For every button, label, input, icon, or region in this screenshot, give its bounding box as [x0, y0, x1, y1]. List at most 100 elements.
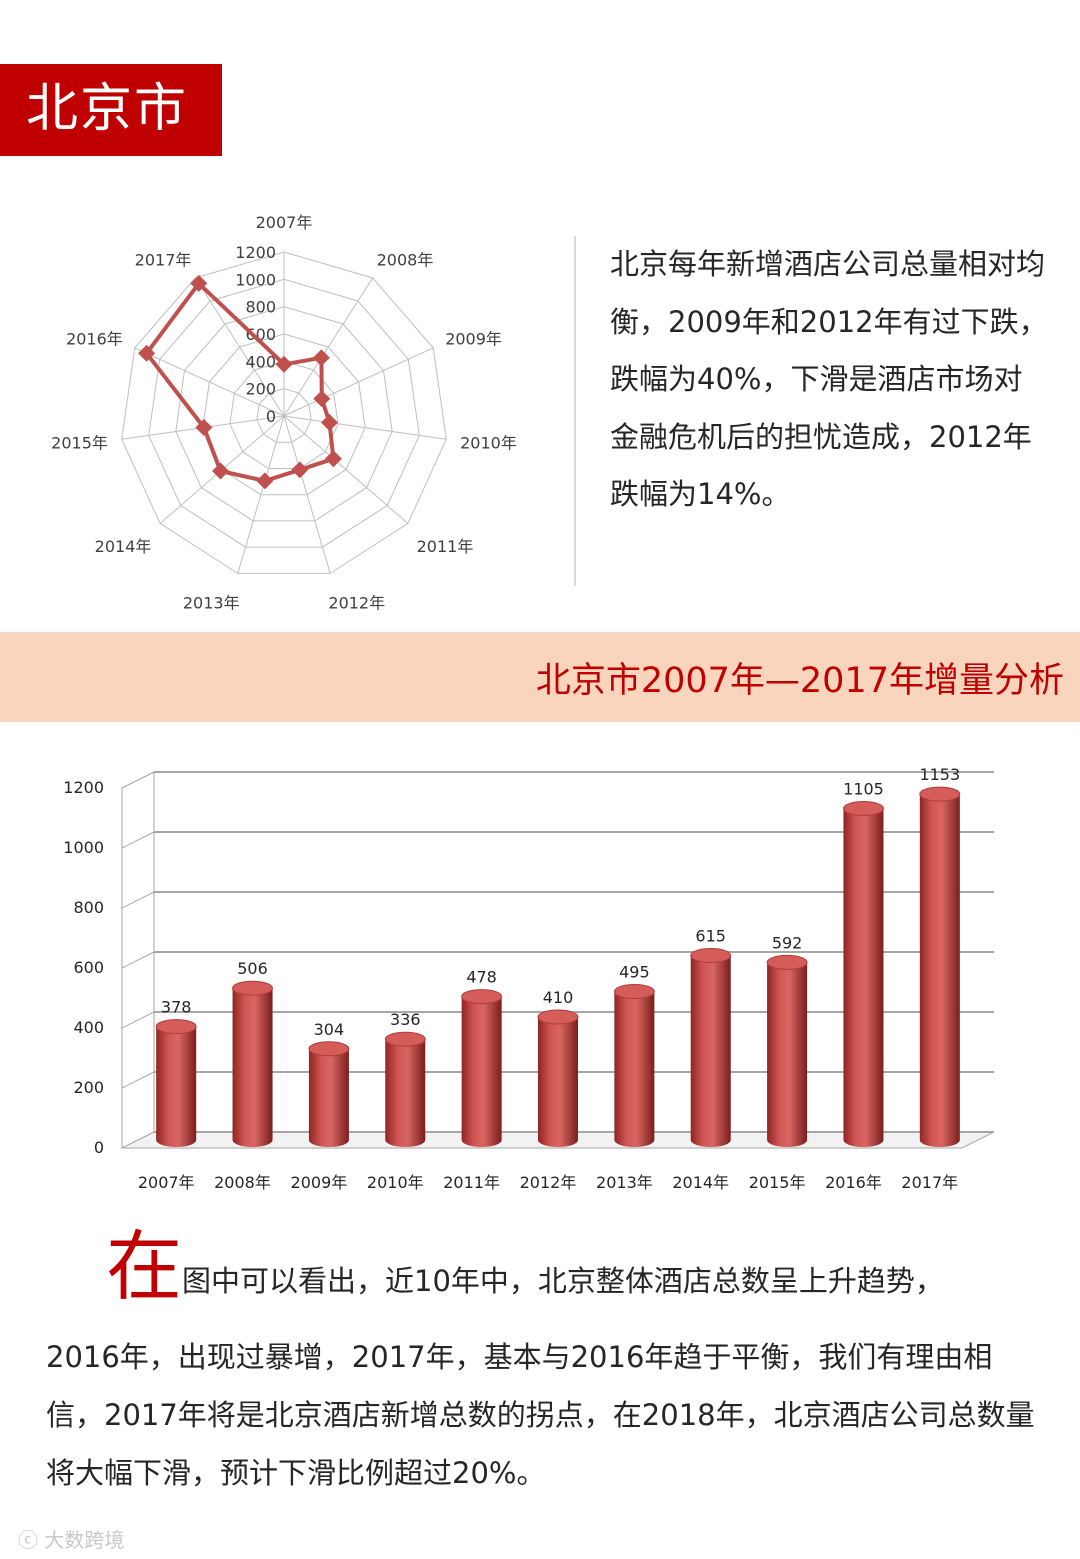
radar-spoke	[283, 277, 374, 417]
radar-tick-label: 400	[245, 352, 276, 371]
radar-point	[138, 344, 156, 362]
bar-data-label: 506	[237, 959, 268, 978]
bar-x-tick-label: 2013年	[596, 1173, 653, 1192]
bar-column	[690, 948, 732, 1147]
bar-data-label: 1153	[919, 765, 960, 784]
bar-column	[384, 1031, 426, 1147]
bar-column	[155, 1019, 197, 1147]
radar-point	[321, 414, 338, 431]
radar-spoke	[283, 415, 331, 574]
bar-top	[155, 1019, 197, 1035]
bar	[308, 1048, 349, 1147]
bar	[156, 1026, 197, 1147]
radar-tick-label: 1200	[235, 243, 276, 262]
radar-grid-ring	[175, 306, 393, 522]
summary-first-line: 图中可以看出，近10年中，北京整体酒店总数呈上升趋势，	[182, 1264, 944, 1298]
bar-x-tick-label: 2012年	[520, 1173, 577, 1192]
bar-data-label: 478	[466, 968, 497, 987]
radar-tick-label: 600	[245, 325, 276, 344]
bar-y-tick-label: 1200	[63, 778, 104, 797]
bar-data-label: 378	[161, 998, 192, 1017]
bar-y-tick-label: 600	[73, 958, 104, 977]
bar-data-label: 1105	[843, 780, 884, 799]
intro-paragraph: 北京每年新增酒店公司总量相对均衡，2009年和2012年有过下跌，跌幅为40%，…	[610, 247, 1048, 511]
bar-y-tick-label: 400	[73, 1018, 104, 1037]
bar-column	[843, 801, 884, 1147]
radar-grid-ring	[202, 333, 366, 496]
radar-point	[324, 450, 342, 468]
bar	[461, 996, 502, 1147]
radar-point	[291, 461, 309, 479]
radar-category-label: 2012年	[328, 594, 385, 611]
bar-data-label: 336	[390, 1010, 421, 1029]
watermark: ⓒ 大数跨境	[18, 1524, 124, 1553]
vertical-divider	[574, 236, 576, 586]
radar-category-label: 2010年	[460, 434, 517, 453]
radar-spoke	[283, 415, 409, 524]
bar-x-tick-label: 2009年	[291, 1173, 348, 1192]
bar	[767, 962, 808, 1147]
bar-grid-diagonal	[121, 891, 155, 909]
section-title: 北京市2007年—2017年增量分析	[535, 661, 1064, 701]
bar-column	[232, 980, 273, 1147]
bar-data-label: 615	[695, 927, 726, 946]
radar-point	[313, 390, 331, 408]
bar-grid-diagonal	[121, 1011, 155, 1029]
radar-category-label: 2008年	[377, 251, 434, 270]
bar-top	[308, 1041, 350, 1057]
bar-column	[537, 1009, 579, 1147]
bar	[843, 808, 884, 1147]
bar-x-tick-label: 2016年	[825, 1173, 882, 1192]
bar-top	[690, 948, 732, 963]
radar-category-label: 2007年	[256, 213, 313, 232]
bar-data-label: 495	[619, 963, 650, 982]
radar-category-label: 2011年	[417, 537, 474, 556]
bar-top	[613, 984, 655, 999]
bar-data-label: 410	[543, 988, 574, 1007]
bar-top	[537, 1009, 579, 1025]
bar	[538, 1017, 578, 1147]
bar-data-label: 592	[772, 933, 803, 952]
radar-spoke	[237, 415, 285, 574]
bar-column	[613, 984, 655, 1147]
bar-grid-diagonal	[121, 951, 155, 969]
bar-x-tick-label: 2010年	[367, 1173, 424, 1192]
bar-top	[919, 786, 961, 802]
radar-tick-label: 1000	[235, 270, 276, 289]
bar-grid-diagonal	[121, 771, 155, 789]
watermark-logo-icon: ⓒ	[18, 1528, 45, 1552]
radar-category-label: 2016年	[66, 330, 123, 349]
bar	[614, 991, 655, 1147]
radar-point	[195, 419, 213, 436]
radar-category-label: 2017年	[135, 251, 192, 270]
radar-point	[275, 355, 293, 373]
radar-point	[212, 462, 229, 480]
radar-category-label: 2014年	[95, 537, 152, 556]
bar-top	[766, 954, 808, 970]
radar-grid-ring	[229, 360, 339, 469]
bar-column	[919, 786, 961, 1147]
bar	[919, 794, 960, 1147]
radar-spoke	[134, 347, 285, 417]
bar-y-tick-label: 0	[94, 1138, 104, 1157]
bar	[690, 955, 731, 1147]
radar-grid-ring	[148, 278, 420, 548]
radar-spoke	[194, 277, 285, 417]
bar-chart: 0 200 400 600 800 1000 1200 378 2007年 506 2008年 304…	[63, 765, 995, 1192]
bar-x-tick-label: 2015年	[749, 1173, 806, 1192]
bar-y-tick-label: 200	[73, 1078, 104, 1097]
bar-x-tick-label: 2017年	[901, 1173, 958, 1192]
radar-category-label: 2015年	[51, 434, 108, 453]
radar-category-label: 2013年	[183, 594, 240, 611]
bar	[232, 988, 273, 1147]
section-band: 北京市2007年—2017年增量分析	[0, 632, 1080, 722]
bar-x-tick-label: 2007年	[138, 1173, 195, 1192]
radar-spoke	[283, 347, 434, 417]
radar-tick-label: 0	[266, 407, 276, 426]
page-title: 北京市	[26, 79, 189, 139]
bar-x-tick-label: 2011年	[443, 1173, 500, 1192]
bar-column	[766, 954, 808, 1147]
radar-spoke	[283, 415, 447, 440]
bar-y-tick-label: 800	[73, 898, 104, 917]
bar-top	[232, 980, 273, 996]
